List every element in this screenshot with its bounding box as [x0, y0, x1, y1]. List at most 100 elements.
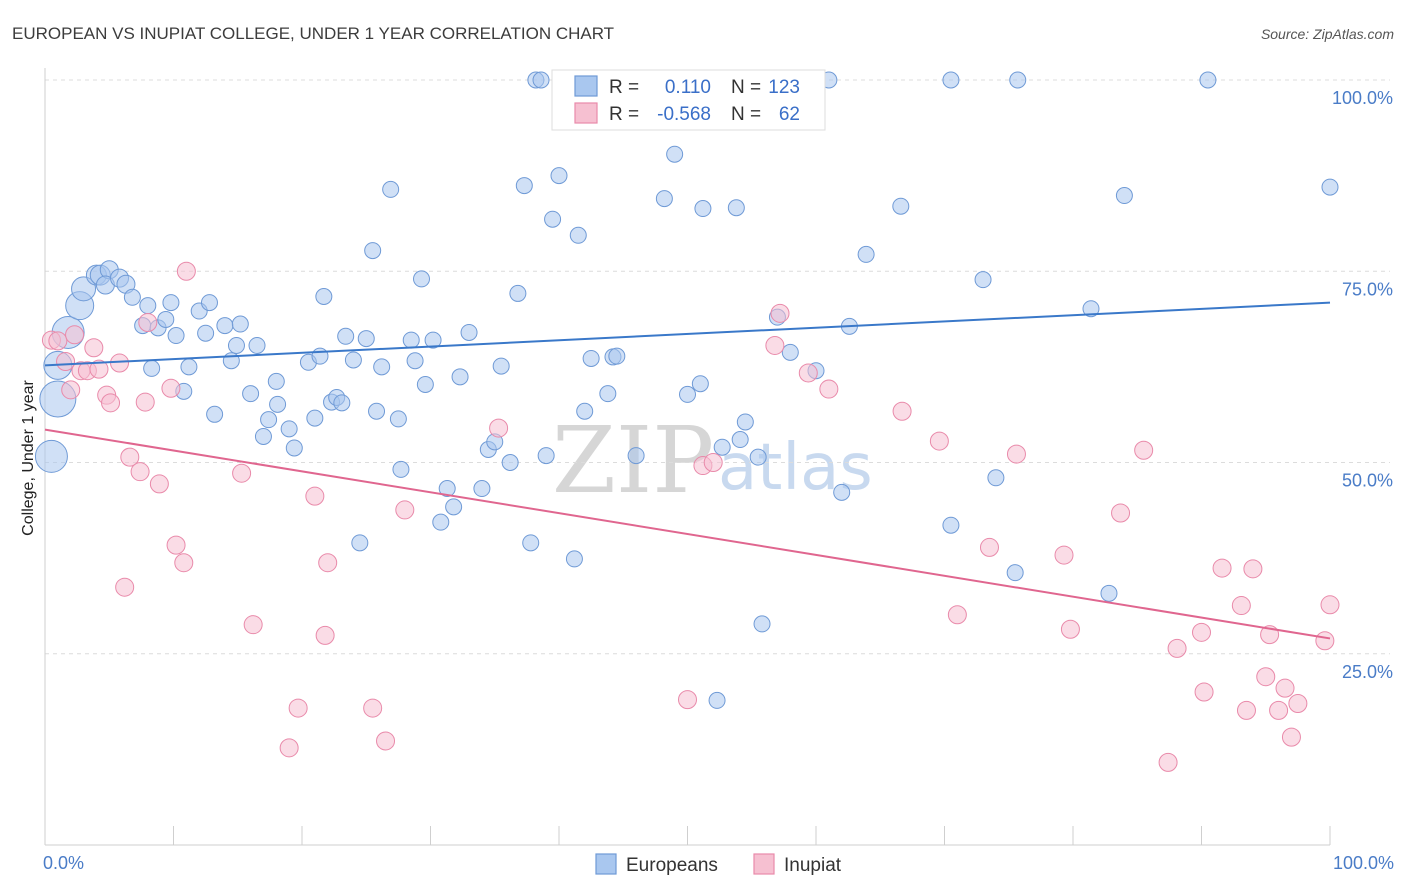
point-europeans	[216, 317, 234, 335]
point-europeans	[180, 358, 198, 376]
trend-line-europeans	[44, 301, 1331, 367]
x-tick-label-left: 0.0%	[43, 853, 84, 873]
point-europeans	[974, 271, 992, 289]
point-europeans	[892, 197, 910, 215]
point-inupiat	[243, 615, 263, 635]
point-inupiat	[120, 447, 140, 467]
point-europeans	[1321, 178, 1339, 196]
point-inupiat	[1236, 700, 1256, 720]
point-europeans	[473, 480, 491, 498]
point-europeans	[344, 351, 362, 369]
point-europeans	[666, 145, 684, 163]
point-europeans	[357, 330, 375, 348]
point-europeans	[162, 294, 180, 312]
stats-r-label-europeans: R =	[609, 77, 639, 98]
point-inupiat	[376, 731, 396, 751]
point-inupiat	[166, 535, 186, 555]
point-europeans	[544, 210, 562, 228]
point-inupiat	[130, 462, 150, 482]
point-europeans	[753, 615, 771, 633]
point-europeans	[389, 410, 407, 428]
point-inupiat	[1315, 631, 1335, 651]
point-europeans	[416, 375, 434, 393]
point-inupiat	[48, 331, 68, 351]
x-axis-ticks	[173, 826, 1331, 845]
point-europeans	[522, 534, 540, 552]
point-inupiat	[1212, 558, 1232, 578]
point-europeans	[445, 498, 463, 516]
point-europeans	[749, 448, 767, 466]
point-inupiat	[1134, 440, 1154, 460]
point-europeans	[337, 327, 355, 345]
point-inupiat	[84, 338, 104, 358]
point-europeans	[311, 347, 329, 365]
point-europeans	[123, 288, 141, 306]
point-europeans	[424, 331, 442, 349]
point-inupiat	[232, 463, 252, 483]
point-europeans	[731, 431, 749, 449]
point-inupiat	[979, 537, 999, 557]
point-inupiat	[135, 392, 155, 412]
point-europeans	[306, 409, 324, 427]
chart-source: Source: ZipAtlas.com	[1261, 26, 1394, 42]
point-europeans	[576, 402, 594, 420]
point-europeans	[1082, 300, 1100, 318]
point-inupiat	[819, 379, 839, 399]
point-europeans	[254, 427, 272, 445]
point-europeans	[315, 287, 333, 305]
stats-r-value-europeans: 0.110	[665, 77, 711, 98]
series-legend: Europeans Inupiat	[595, 853, 842, 876]
point-europeans	[351, 534, 369, 552]
point-europeans	[492, 357, 510, 375]
point-europeans	[231, 315, 249, 333]
point-europeans	[569, 226, 587, 244]
point-europeans	[34, 439, 68, 473]
stats-r-label-inupiat: R =	[609, 104, 639, 125]
point-europeans	[167, 327, 185, 345]
point-europeans	[599, 385, 617, 403]
point-europeans	[451, 368, 469, 386]
stats-legend-swatch-europeans	[574, 75, 598, 97]
point-inupiat	[1006, 444, 1026, 464]
point-inupiat	[1269, 700, 1289, 720]
point-inupiat	[1256, 667, 1276, 687]
point-europeans	[509, 284, 527, 302]
point-inupiat	[149, 474, 169, 494]
point-inupiat	[765, 335, 785, 355]
point-europeans	[1009, 71, 1027, 89]
point-inupiat	[1320, 595, 1340, 615]
point-inupiat	[110, 353, 130, 373]
point-europeans	[857, 245, 875, 263]
point-europeans	[197, 324, 215, 342]
point-inupiat	[1192, 622, 1211, 642]
point-inupiat	[138, 313, 158, 333]
point-inupiat	[305, 486, 325, 506]
point-europeans	[694, 200, 712, 218]
point-inupiat	[1111, 503, 1131, 523]
point-europeans	[679, 385, 696, 403]
point-inupiat	[1158, 752, 1178, 772]
point-inupiat	[279, 738, 299, 758]
point-inupiat	[1231, 596, 1251, 616]
point-europeans	[227, 336, 245, 354]
point-inupiat	[703, 453, 723, 472]
point-inupiat	[489, 418, 509, 438]
point-europeans	[432, 513, 450, 531]
point-inupiat	[395, 500, 415, 520]
point-europeans	[260, 411, 278, 429]
point-inupiat	[892, 401, 912, 421]
point-europeans	[713, 438, 731, 456]
point-europeans	[582, 349, 600, 367]
point-europeans	[364, 242, 382, 260]
point-europeans	[413, 270, 431, 288]
point-europeans	[406, 352, 424, 370]
stats-n-value-inupiat: 62	[779, 104, 800, 125]
point-europeans	[1199, 71, 1217, 89]
point-inupiat	[176, 261, 196, 281]
point-europeans	[987, 469, 1005, 487]
point-europeans	[285, 439, 303, 457]
point-inupiat	[65, 325, 85, 345]
point-europeans	[537, 447, 555, 465]
data-points	[34, 71, 1340, 772]
